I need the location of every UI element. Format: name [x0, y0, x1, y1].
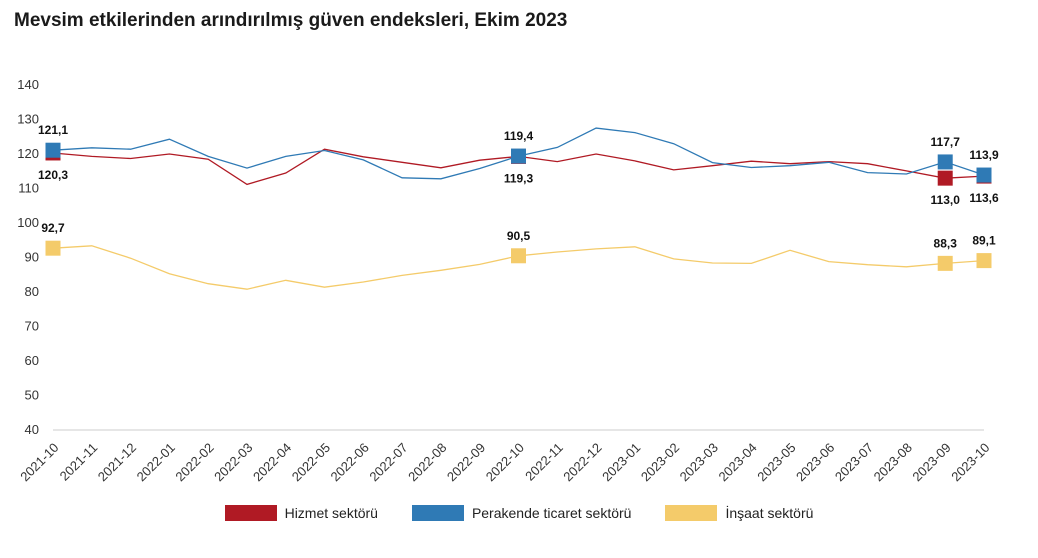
series-marker-0 [937, 170, 953, 186]
data-label: 88,3 [934, 236, 958, 250]
y-tick-label: 120 [17, 146, 39, 161]
y-tick-label: 60 [25, 353, 39, 368]
data-label: 89,1 [972, 234, 996, 248]
y-tick-label: 70 [25, 319, 39, 334]
y-tick-label: 110 [18, 181, 39, 196]
x-tick-label: 2023-09 [909, 440, 953, 484]
x-tick-label: 2023-03 [677, 440, 721, 484]
data-label: 120,3 [38, 168, 68, 182]
x-tick-label: 2023-07 [832, 440, 876, 484]
legend-item: Hizmet sektörü [224, 505, 378, 521]
x-tick-label: 2022-12 [560, 440, 604, 484]
legend-label: Hizmet sektörü [284, 505, 378, 521]
legend-item: İnşaat sektörü [665, 505, 813, 521]
data-label: 119,4 [504, 129, 534, 143]
series-marker-2 [45, 240, 61, 256]
data-label: 90,5 [507, 229, 531, 243]
y-tick-label: 100 [17, 215, 39, 230]
y-tick-label: 80 [25, 284, 39, 299]
data-label: 113,0 [931, 193, 961, 207]
series-marker-2 [976, 253, 992, 269]
legend: Hizmet sektörü Perakende ticaret sektörü İ… [0, 505, 1038, 521]
legend-item: Perakende ticaret sektörü [411, 505, 632, 521]
x-tick-label: 2023-08 [871, 440, 915, 484]
x-tick-label: 2023-04 [715, 440, 759, 484]
series-markers [45, 142, 992, 271]
y-tick-label: 90 [25, 250, 39, 265]
x-tick-label: 2022-06 [328, 440, 372, 484]
x-tick-label: 2021-12 [95, 440, 139, 484]
x-tick-label: 2021-10 [17, 440, 61, 484]
x-tick-label: 2022-01 [134, 440, 178, 484]
data-label: 113,9 [969, 148, 999, 162]
legend-swatch [411, 505, 464, 521]
series-marker-2 [511, 248, 526, 264]
x-tick-label: 2022-07 [366, 440, 410, 484]
x-tick-label: 2023-02 [638, 440, 682, 484]
x-tick-label: 2022-04 [250, 440, 294, 484]
y-tick-label: 50 [25, 388, 39, 403]
legend-label: Perakende ticaret sektörü [471, 505, 632, 521]
series-marker-1 [937, 154, 953, 170]
x-tick-label: 2023-05 [754, 440, 798, 484]
series-marker-1 [45, 142, 61, 158]
series-marker-1 [511, 148, 526, 164]
legend-swatch [224, 505, 277, 521]
chart-title: Mevsim etkilerinden arındırılmış güven e… [14, 10, 568, 31]
line-chart: 4050607080901001101201301402021-102021-1… [17, 77, 999, 484]
data-label: 117,7 [931, 135, 961, 149]
data-label: 119,3 [504, 171, 534, 185]
data-label: 113,6 [969, 191, 999, 205]
x-tick-label: 2022-10 [483, 440, 527, 484]
data-label: 92,7 [41, 221, 65, 235]
x-tick-label: 2022-11 [522, 440, 566, 484]
x-tick-label: 2021-11 [57, 440, 101, 484]
y-tick-label: 40 [25, 422, 39, 437]
x-tick-label: 2022-03 [211, 440, 255, 484]
x-tick-label: 2023-01 [599, 440, 643, 484]
x-tick-label: 2022-02 [172, 440, 216, 484]
x-tick-label: 2022-08 [405, 440, 449, 484]
x-tick-label: 2023-10 [948, 440, 992, 484]
x-tick-label: 2023-06 [793, 440, 837, 484]
legend-label: İnşaat sektörü [725, 505, 814, 521]
series-marker-2 [937, 255, 953, 271]
y-tick-label: 130 [17, 112, 39, 127]
x-tick-label: 2022-09 [444, 440, 488, 484]
legend-swatch [665, 505, 718, 521]
x-tick-label: 2022-05 [289, 440, 333, 484]
y-tick-label: 140 [17, 77, 39, 92]
series-marker-1 [976, 167, 992, 183]
data-label: 121,1 [38, 123, 68, 137]
data-labels: 120,3 119,3 113,0 113,6 121,1 119,4 117,7 113,9… [38, 123, 999, 250]
